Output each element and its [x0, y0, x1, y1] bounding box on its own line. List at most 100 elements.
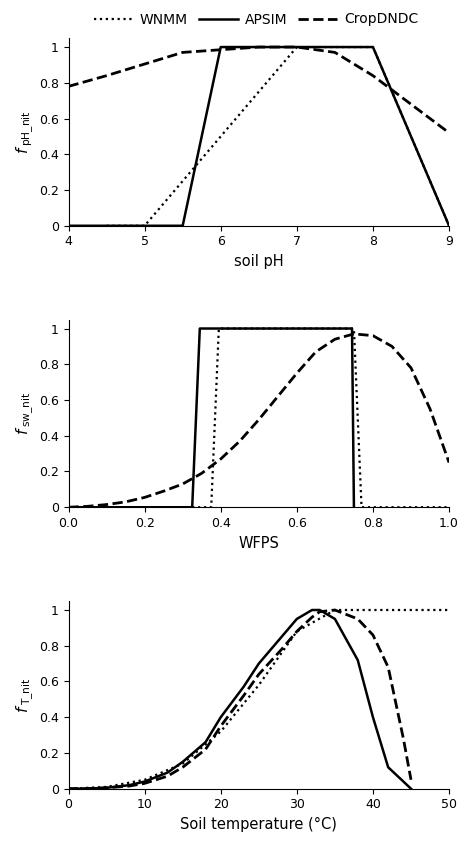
CropDNDC [256, 669, 262, 679]
WNMM [66, 502, 72, 512]
CropDNDC [332, 47, 338, 58]
CropDNDC [218, 454, 224, 464]
APSIM [294, 614, 300, 624]
CropDNDC [294, 42, 300, 53]
WNMM [216, 324, 222, 334]
WNMM [446, 605, 452, 615]
CropDNDC [351, 329, 357, 339]
APSIM [241, 682, 246, 692]
Line: APSIM: APSIM [69, 610, 411, 789]
CropDNDC [161, 486, 166, 496]
CropDNDC [370, 70, 376, 80]
CropDNDC [279, 645, 284, 655]
CropDNDC [199, 468, 205, 479]
APSIM [279, 632, 284, 642]
WNMM [66, 783, 72, 794]
Line: CropDNDC: CropDNDC [69, 334, 449, 507]
CropDNDC [408, 775, 414, 785]
WNMM [256, 680, 262, 690]
APSIM [218, 712, 224, 722]
CropDNDC [142, 492, 147, 502]
WNMM [351, 324, 357, 334]
CropDNDC [427, 404, 433, 414]
CropDNDC [142, 778, 147, 789]
APSIM [104, 783, 109, 793]
APSIM [197, 324, 203, 334]
Line: WNMM: WNMM [107, 47, 449, 226]
APSIM [66, 221, 72, 231]
CropDNDC [332, 605, 338, 615]
APSIM [332, 614, 338, 624]
CropDNDC [294, 368, 300, 379]
Y-axis label: $f\,_\mathrm{T\_nit}$: $f\,_\mathrm{T\_nit}$ [15, 677, 36, 712]
Y-axis label: $f\,_\mathrm{pH\_nit}$: $f\,_\mathrm{pH\_nit}$ [15, 110, 36, 154]
X-axis label: WFPS: WFPS [238, 535, 279, 551]
CropDNDC [237, 436, 243, 446]
APSIM [203, 737, 209, 747]
Legend: WNMM, APSIM, CropDNDC: WNMM, APSIM, CropDNDC [88, 7, 424, 32]
APSIM [408, 783, 414, 794]
APSIM [351, 502, 357, 512]
CropDNDC [123, 497, 128, 507]
WNMM [142, 221, 147, 231]
CropDNDC [218, 721, 224, 731]
Line: WNMM: WNMM [69, 329, 449, 507]
CropDNDC [256, 42, 262, 53]
WNMM [104, 221, 109, 231]
Line: APSIM: APSIM [69, 47, 449, 226]
APSIM [180, 221, 185, 231]
CropDNDC [104, 783, 109, 793]
Line: CropDNDC: CropDNDC [69, 47, 449, 133]
WNMM [332, 605, 338, 615]
WNMM [370, 42, 376, 53]
WNMM [104, 782, 109, 792]
CropDNDC [241, 690, 246, 700]
CropDNDC [85, 501, 91, 512]
WNMM [408, 605, 414, 615]
CropDNDC [104, 500, 109, 510]
CropDNDC [446, 128, 452, 138]
CropDNDC [203, 745, 209, 755]
CropDNDC [313, 346, 319, 357]
CropDNDC [446, 457, 452, 468]
CropDNDC [127, 781, 132, 791]
WNMM [294, 42, 300, 53]
APSIM [127, 780, 132, 790]
CropDNDC [389, 341, 395, 352]
CropDNDC [332, 335, 338, 345]
CropDNDC [401, 734, 406, 744]
WNMM [446, 221, 452, 231]
CropDNDC [408, 99, 414, 109]
APSIM [355, 655, 361, 665]
CropDNDC [180, 762, 185, 772]
APSIM [66, 783, 72, 794]
CropDNDC [370, 330, 376, 340]
CropDNDC [66, 502, 72, 512]
CropDNDC [66, 81, 72, 91]
APSIM [256, 658, 262, 668]
X-axis label: soil pH: soil pH [234, 254, 283, 269]
APSIM [218, 42, 224, 53]
APSIM [81, 783, 87, 794]
APSIM [309, 605, 315, 615]
CropDNDC [256, 414, 262, 424]
CropDNDC [104, 70, 109, 80]
WNMM [359, 502, 365, 512]
APSIM [142, 777, 147, 787]
CropDNDC [408, 363, 414, 373]
CropDNDC [164, 771, 170, 781]
APSIM [349, 324, 355, 334]
CropDNDC [180, 47, 185, 58]
WNMM [294, 627, 300, 637]
APSIM [370, 42, 376, 53]
Line: APSIM: APSIM [69, 329, 354, 507]
APSIM [317, 605, 322, 615]
WNMM [218, 727, 224, 737]
APSIM [385, 762, 391, 772]
APSIM [180, 757, 185, 767]
CropDNDC [370, 630, 376, 640]
WNMM [209, 502, 214, 512]
WNMM [446, 502, 452, 512]
Y-axis label: $f\,_\mathrm{sw\_nit}$: $f\,_\mathrm{sw\_nit}$ [15, 392, 36, 435]
Line: CropDNDC: CropDNDC [69, 610, 411, 789]
